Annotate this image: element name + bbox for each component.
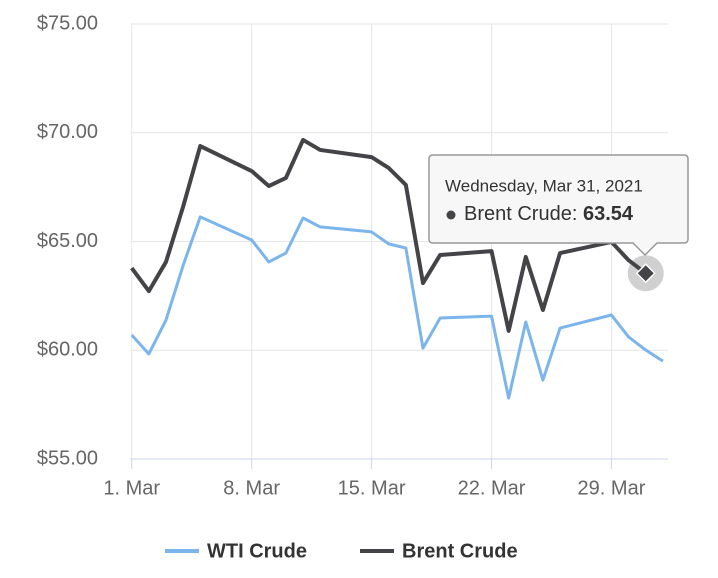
tooltip-value: 63.54 (583, 203, 634, 225)
legend-label: Brent Crude (402, 540, 518, 562)
hover-point (635, 263, 656, 284)
x-tick-label: 29. Mar (578, 477, 646, 499)
legend: WTI Crude Brent Crude (165, 540, 518, 562)
x-tick-label: 22. Mar (458, 477, 526, 499)
x-tick-label: 8. Mar (223, 477, 280, 499)
y-tick-label: $75.00 (37, 12, 98, 34)
tooltip-date: Wednesday, Mar 31, 2021 (445, 176, 643, 195)
tooltip-bullet (446, 210, 456, 220)
legend-label: WTI Crude (207, 540, 307, 562)
tooltip-text: Brent Crude: 63.54 (464, 203, 634, 225)
y-tick-label: $60.00 (37, 339, 98, 361)
tooltip-box (428, 154, 689, 257)
series-line (130, 137, 647, 333)
tooltip: Wednesday, Mar 31, 2021 Brent Crude: 63.… (428, 154, 689, 257)
tooltip-sep: : (572, 203, 583, 225)
y-tick-label: $70.00 (37, 121, 98, 143)
series-line (130, 215, 664, 400)
series (130, 137, 664, 400)
x-tick-label: 15. Mar (338, 477, 406, 499)
x-tick-label: 1. Mar (103, 477, 160, 499)
grid: $55.00 $60.00 $65.00 $70.00 $75.00 1. Mar 8. M… (37, 12, 668, 499)
y-tick-label: $55.00 (37, 447, 98, 469)
y-tick-label: $65.00 (37, 230, 98, 252)
tooltip-series: Brent Crude (464, 203, 572, 225)
